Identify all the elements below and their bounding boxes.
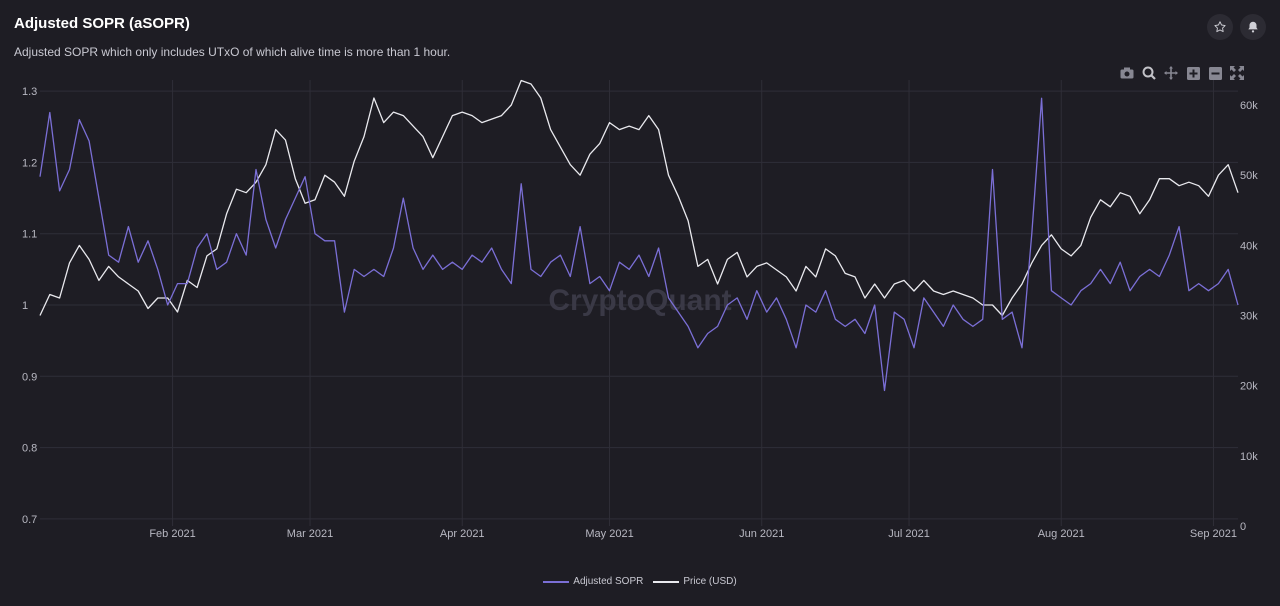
x-tick-label: Jul 2021 xyxy=(888,528,930,540)
bell-icon xyxy=(1248,21,1258,33)
x-tick-label: Mar 2021 xyxy=(287,528,333,540)
autoscale-icon[interactable] xyxy=(1228,64,1246,82)
favorite-button[interactable] xyxy=(1207,14,1233,40)
legend-label-asopr: Adjusted SOPR xyxy=(573,576,644,587)
page-title: Adjusted SOPR (aSOPR) xyxy=(14,15,190,32)
legend-item-price[interactable]: Price (USD) xyxy=(653,576,737,587)
y-right-tick-label: 50k xyxy=(1240,170,1258,182)
zoom-in-icon[interactable] xyxy=(1184,64,1202,82)
y-right-tick-label: 30k xyxy=(1240,311,1258,323)
legend-swatch-price xyxy=(653,580,680,583)
x-tick-label: Aug 2021 xyxy=(1038,528,1085,540)
series-line-asopr[interactable] xyxy=(39,97,1239,392)
zoom-icon[interactable] xyxy=(1140,64,1158,82)
y-right-tick-label: 20k xyxy=(1240,381,1258,393)
page-subtitle: Adjusted SOPR which only includes UTxO o… xyxy=(14,45,451,59)
y-right-tick-label: 10k xyxy=(1240,451,1258,463)
star-icon xyxy=(1214,21,1226,33)
y-right-tick-label: 60k xyxy=(1240,100,1258,112)
x-tick-label: Sep 2021 xyxy=(1190,528,1237,540)
y-right-tick-label: 40k xyxy=(1240,240,1258,252)
y-left-tick-label: 1.1 xyxy=(22,229,37,241)
x-tick-label: Apr 2021 xyxy=(440,528,485,540)
pan-icon[interactable] xyxy=(1162,64,1180,82)
y-left-tick-label: 1 xyxy=(22,300,28,312)
watermark: CryptoQuant xyxy=(548,284,731,317)
y-left-tick-label: 1.2 xyxy=(22,157,37,169)
y-left-tick-label: 1.3 xyxy=(22,86,37,98)
series-line-price[interactable] xyxy=(39,79,1239,317)
y-right-tick-label: 0 xyxy=(1240,521,1246,533)
chart-legend: Adjusted SOPR Price (USD) xyxy=(0,576,1280,587)
x-tick-label: May 2021 xyxy=(585,528,633,540)
legend-item-asopr[interactable]: Adjusted SOPR xyxy=(543,576,643,587)
x-tick-label: Feb 2021 xyxy=(149,528,195,540)
chart-toolbar xyxy=(1118,64,1246,82)
zoom-out-icon[interactable] xyxy=(1206,64,1224,82)
y-left-tick-label: 0.7 xyxy=(22,514,37,526)
camera-icon[interactable] xyxy=(1118,64,1136,82)
legend-swatch-asopr xyxy=(543,580,570,583)
y-left-tick-label: 0.9 xyxy=(22,371,37,383)
legend-label-price: Price (USD) xyxy=(683,576,737,587)
y-left-tick-label: 0.8 xyxy=(22,443,37,455)
x-tick-label: Jun 2021 xyxy=(739,528,784,540)
notification-button[interactable] xyxy=(1240,14,1266,40)
